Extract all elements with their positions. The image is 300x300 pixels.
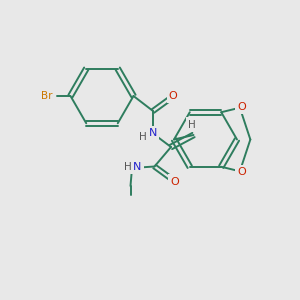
Text: Br: Br bbox=[41, 91, 53, 101]
Text: O: O bbox=[237, 101, 246, 112]
Text: H: H bbox=[139, 131, 146, 142]
Text: O: O bbox=[169, 91, 178, 101]
Text: H: H bbox=[188, 119, 196, 130]
Text: O: O bbox=[237, 167, 246, 178]
Text: N: N bbox=[149, 128, 157, 139]
Text: O: O bbox=[170, 176, 179, 187]
Text: N: N bbox=[133, 161, 142, 172]
Text: H: H bbox=[124, 161, 131, 172]
